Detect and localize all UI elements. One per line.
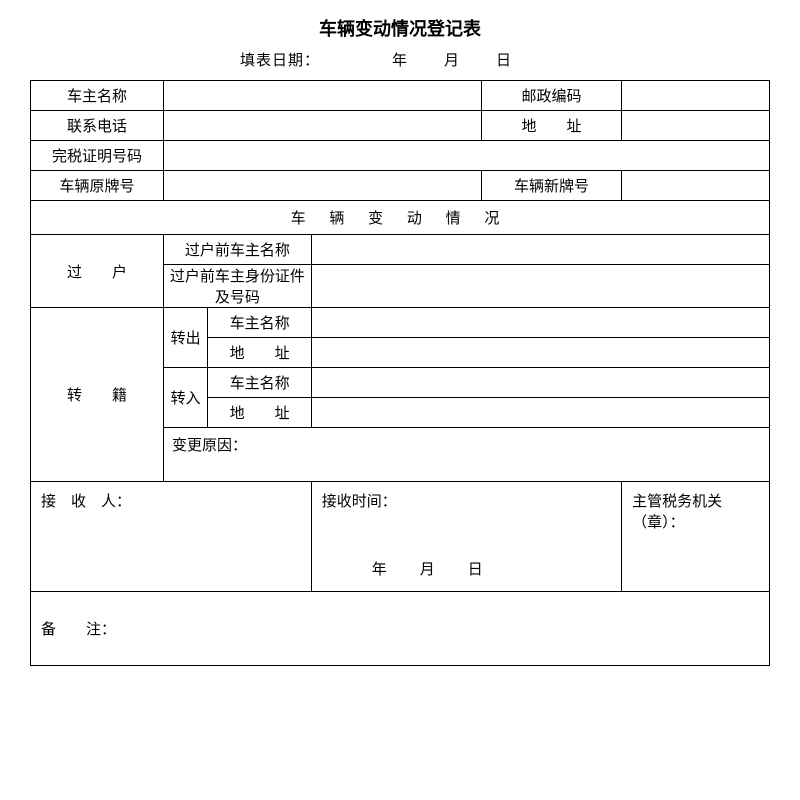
fill-date-line: 填表日期： 年 月 日 (240, 49, 770, 70)
field-prev-owner-id[interactable] (311, 265, 769, 308)
field-out-owner-name[interactable] (311, 308, 769, 338)
field-contact-phone[interactable] (164, 111, 482, 141)
row-tax-cert: 完税证明号码 (31, 141, 770, 171)
row-owner: 车主名称 邮政编码 (31, 81, 770, 111)
row-remark: 备 注： (31, 592, 770, 666)
fill-date-month: 月 (444, 53, 460, 69)
label-remark: 备 注： (41, 622, 116, 638)
field-out-address[interactable] (311, 338, 769, 368)
row-contact: 联系电话 地 址 (31, 111, 770, 141)
field-address[interactable] (622, 111, 770, 141)
field-new-plate[interactable] (622, 171, 770, 201)
label-tax-cert-no: 完税证明号码 (31, 141, 164, 171)
label-prev-owner-id: 过户前车主身份证件及号码 (164, 265, 312, 308)
field-owner-name[interactable] (164, 81, 482, 111)
label-old-plate: 车辆原牌号 (31, 171, 164, 201)
label-authority-seal: 主管税务机关（章）： (632, 494, 722, 531)
label-in-owner-name: 车主名称 (208, 368, 311, 398)
row-section-header: 车 辆 变 动 情 况 (31, 201, 770, 235)
label-in: 转入 (164, 368, 208, 428)
label-prev-owner-name: 过户前车主名称 (164, 235, 312, 265)
form-table: 车主名称 邮政编码 联系电话 地 址 完税证明号码 车辆原牌号 车辆新牌号 车 … (30, 80, 770, 666)
row-relocation-out-1: 转 籍 转出 车主名称 (31, 308, 770, 338)
field-in-owner-name[interactable] (311, 368, 769, 398)
field-old-plate[interactable] (164, 171, 482, 201)
label-postal-code: 邮政编码 (481, 81, 621, 111)
field-change-reason[interactable]: 变更原因： (164, 428, 770, 482)
label-receiver: 接 收 人： (41, 494, 131, 510)
label-section-change: 车 辆 变 动 情 况 (31, 201, 770, 235)
fill-date-day: 日 (496, 53, 512, 69)
field-postal-code[interactable] (622, 81, 770, 111)
field-in-address[interactable] (311, 398, 769, 428)
label-receive-time: 接收时间： (322, 494, 397, 510)
label-address: 地 址 (481, 111, 621, 141)
label-change-reason: 变更原因： (172, 438, 247, 454)
label-receive-date-fmt: 年 月 日 (372, 558, 484, 579)
label-out: 转出 (164, 308, 208, 368)
field-prev-owner-name[interactable] (311, 235, 769, 265)
field-receive-time[interactable]: 接收时间： 年 月 日 (311, 482, 621, 592)
label-out-address: 地 址 (208, 338, 311, 368)
label-transfer: 过 户 (31, 235, 164, 308)
label-new-plate: 车辆新牌号 (481, 171, 621, 201)
fill-date-label: 填表日期： (240, 53, 320, 69)
row-plate: 车辆原牌号 车辆新牌号 (31, 171, 770, 201)
field-receiver[interactable]: 接 收 人： (31, 482, 312, 592)
label-contact-phone: 联系电话 (31, 111, 164, 141)
field-remark[interactable]: 备 注： (31, 592, 770, 666)
field-authority-seal[interactable]: 主管税务机关（章）： (622, 482, 770, 592)
label-out-owner-name: 车主名称 (208, 308, 311, 338)
fill-date-year: 年 (392, 53, 408, 69)
row-transfer-1: 过 户 过户前车主名称 (31, 235, 770, 265)
row-receive: 接 收 人： 接收时间： 年 月 日 主管税务机关（章）： (31, 482, 770, 592)
label-in-address: 地 址 (208, 398, 311, 428)
field-tax-cert-no[interactable] (164, 141, 770, 171)
page-title: 车辆变动情况登记表 (30, 15, 770, 41)
label-owner-name: 车主名称 (31, 81, 164, 111)
label-relocation: 转 籍 (31, 308, 164, 482)
